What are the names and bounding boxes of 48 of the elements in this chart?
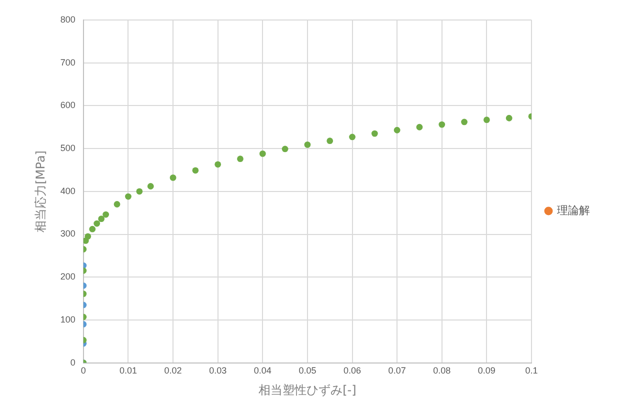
- x-tick-label: 0.05: [298, 366, 316, 376]
- point: [102, 211, 110, 218]
- y-tick-label: 0: [70, 357, 76, 368]
- point: [259, 150, 266, 157]
- point: [506, 114, 512, 122]
- x-tick-label: 0.1: [525, 366, 538, 376]
- x-tick-label: 0: [80, 366, 86, 376]
- y-tick-label: 100: [60, 314, 76, 324]
- y-tick-label: 600: [60, 100, 76, 110]
- x-tick-label: 0.03: [209, 366, 227, 376]
- x-axis-title: 相当塑性ひずみ[-]: [258, 382, 356, 397]
- legend-label: 理論解: [557, 204, 590, 218]
- x-tick-label: 0.04: [254, 366, 272, 376]
- point: [394, 126, 400, 134]
- point: [304, 141, 311, 148]
- point: [136, 188, 143, 195]
- point: [170, 174, 176, 181]
- point: [125, 193, 132, 200]
- point: [214, 161, 222, 168]
- point: [416, 124, 423, 130]
- x-tick-label: 0.06: [344, 366, 362, 376]
- point: [89, 226, 96, 232]
- point: [237, 156, 244, 162]
- y-tick-label: 400: [60, 186, 76, 196]
- y-tick-label: 200: [60, 272, 76, 282]
- y-tick-label: 700: [60, 57, 76, 68]
- point: [282, 146, 288, 152]
- point: [192, 167, 199, 174]
- y-tick-label: 500: [60, 143, 76, 154]
- x-tick-label: 0.08: [433, 366, 451, 376]
- point: [349, 134, 356, 140]
- point: [326, 138, 334, 144]
- y-tick-label: 300: [60, 228, 76, 239]
- point: [98, 216, 105, 222]
- x-tick-label: 0.07: [388, 366, 406, 376]
- point: [371, 130, 378, 137]
- x-tick-label: 0.09: [478, 366, 496, 376]
- point: [94, 220, 100, 227]
- point: [461, 118, 468, 126]
- x-tick-label: 0.01: [119, 366, 137, 376]
- y-tick-label: 800: [60, 14, 76, 24]
- y-axis-title: 相当応力[MPa]: [33, 150, 48, 232]
- x-tick-label: 0.02: [164, 366, 182, 376]
- point: [147, 183, 154, 190]
- point: [438, 121, 446, 128]
- point: [114, 201, 120, 208]
- point: [483, 116, 490, 124]
- point: [84, 233, 92, 240]
